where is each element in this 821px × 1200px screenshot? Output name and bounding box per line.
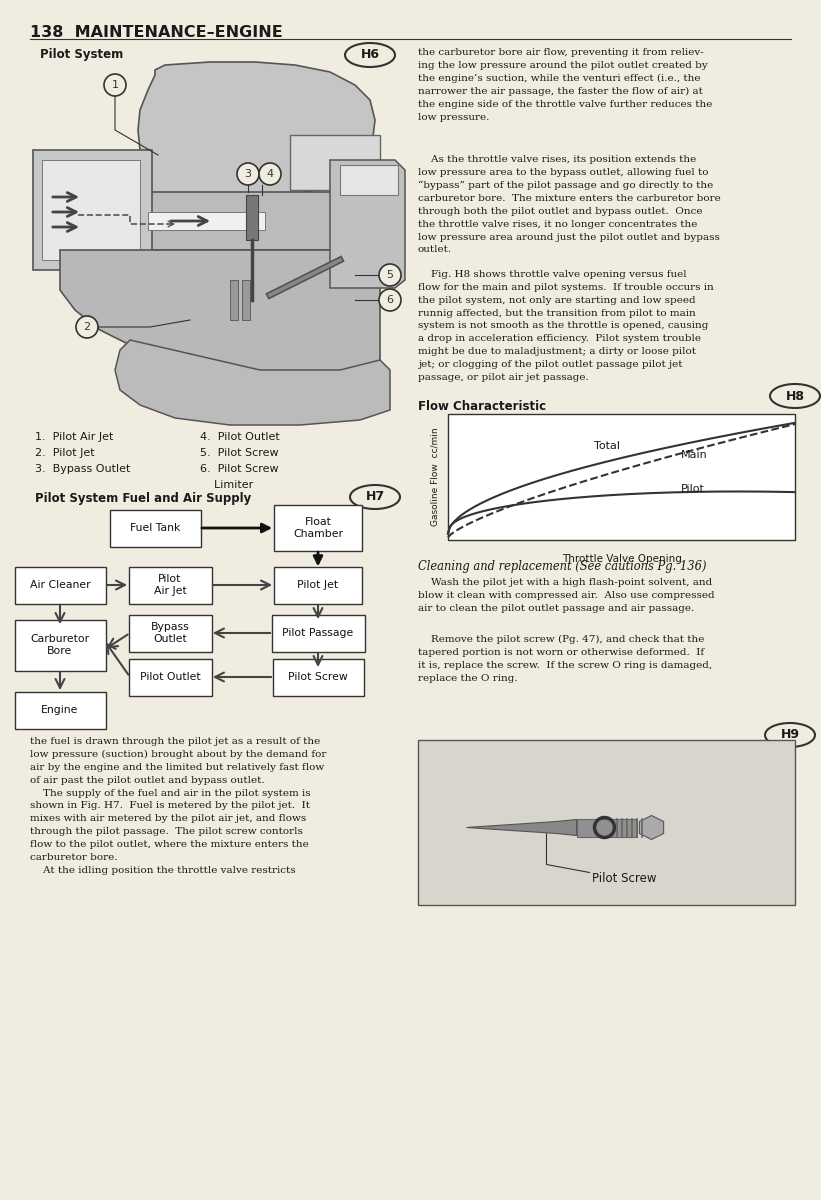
Text: Pilot
Air Jet: Pilot Air Jet	[154, 574, 186, 596]
Text: Pilot Outlet: Pilot Outlet	[140, 672, 200, 682]
Text: Total: Total	[594, 442, 620, 451]
Text: 138  MAINTENANCE–ENGINE: 138 MAINTENANCE–ENGINE	[30, 25, 282, 40]
FancyBboxPatch shape	[129, 659, 212, 696]
FancyBboxPatch shape	[230, 280, 238, 320]
Text: 4: 4	[267, 169, 273, 179]
Bar	[448, 414, 795, 540]
Text: Gasoline Flow  cc/min: Gasoline Flow cc/min	[431, 427, 440, 527]
Text: 4.  Pilot Outlet: 4. Pilot Outlet	[200, 432, 280, 442]
Text: Pilot Screw: Pilot Screw	[288, 672, 348, 682]
Text: Cleaning and replacement (See cautions Pg. 136): Cleaning and replacement (See cautions P…	[418, 560, 707, 572]
Text: Limiter: Limiter	[200, 480, 253, 490]
FancyBboxPatch shape	[109, 510, 200, 546]
Text: Main: Main	[681, 450, 707, 460]
Text: Wash the pilot jet with a high flash-point solvent, and
blow it clean with compr: Wash the pilot jet with a high flash-poi…	[418, 578, 714, 613]
Text: Remove the pilot screw (Pg. 47), and check that the
tapered portion is not worn : Remove the pilot screw (Pg. 47), and che…	[418, 635, 712, 683]
Circle shape	[104, 74, 126, 96]
FancyBboxPatch shape	[242, 280, 250, 320]
Circle shape	[259, 163, 281, 185]
FancyBboxPatch shape	[274, 505, 362, 551]
FancyBboxPatch shape	[273, 659, 364, 696]
Polygon shape	[640, 816, 663, 840]
Text: the carburetor bore air flow, preventing it from reliev-
ing the low pressure ar: the carburetor bore air flow, preventing…	[418, 48, 713, 121]
Text: Pilot System: Pilot System	[40, 48, 123, 61]
FancyBboxPatch shape	[340, 164, 398, 194]
Text: the fuel is drawn through the pilot jet as a result of the
low pressure (suction: the fuel is drawn through the pilot jet …	[30, 737, 327, 875]
Text: Pilot: Pilot	[681, 484, 704, 494]
FancyBboxPatch shape	[129, 566, 212, 604]
FancyBboxPatch shape	[15, 619, 106, 671]
Text: 1.  Pilot Air Jet: 1. Pilot Air Jet	[35, 432, 113, 442]
Text: 3.  Bypass Outlet: 3. Bypass Outlet	[35, 464, 131, 474]
Text: 2: 2	[84, 322, 90, 332]
Circle shape	[76, 316, 98, 338]
Polygon shape	[576, 818, 636, 836]
FancyBboxPatch shape	[15, 566, 106, 604]
Text: 6: 6	[387, 295, 393, 305]
Text: 1: 1	[112, 80, 118, 90]
Polygon shape	[246, 194, 258, 240]
Text: Carburetor
Bore: Carburetor Bore	[30, 634, 89, 656]
Text: Engine: Engine	[41, 704, 79, 715]
Polygon shape	[148, 212, 265, 230]
Text: 3: 3	[245, 169, 251, 179]
Text: Pilot Jet: Pilot Jet	[297, 580, 338, 590]
Text: Throttle Valve Opening: Throttle Valve Opening	[562, 554, 681, 564]
Polygon shape	[138, 62, 375, 245]
FancyBboxPatch shape	[272, 614, 365, 652]
FancyBboxPatch shape	[15, 691, 106, 728]
Text: H9: H9	[781, 728, 800, 742]
Text: Pilot Screw: Pilot Screw	[591, 872, 656, 886]
Text: Bypass
Outlet: Bypass Outlet	[150, 622, 190, 644]
Text: 2.  Pilot Jet: 2. Pilot Jet	[35, 448, 94, 458]
Text: 6.  Pilot Screw: 6. Pilot Screw	[200, 464, 278, 474]
Text: As the throttle valve rises, its position extends the
low pressure area to the b: As the throttle valve rises, its positio…	[418, 155, 721, 254]
Polygon shape	[115, 340, 390, 425]
Polygon shape	[466, 820, 576, 835]
Circle shape	[237, 163, 259, 185]
Polygon shape	[55, 192, 390, 250]
FancyBboxPatch shape	[129, 614, 212, 652]
FancyBboxPatch shape	[290, 134, 380, 190]
Polygon shape	[33, 150, 152, 270]
Text: Float
Chamber: Float Chamber	[293, 517, 343, 539]
Circle shape	[379, 289, 401, 311]
Text: 5: 5	[387, 270, 393, 280]
Circle shape	[379, 264, 401, 286]
Text: H7: H7	[365, 491, 384, 504]
Text: H6: H6	[360, 48, 379, 61]
Text: Pilot System Fuel and Air Supply: Pilot System Fuel and Air Supply	[35, 492, 251, 505]
Polygon shape	[330, 160, 405, 288]
Text: Air Cleaner: Air Cleaner	[30, 580, 90, 590]
Text: H8: H8	[786, 390, 805, 402]
Text: Flow Characteristic: Flow Characteristic	[418, 400, 546, 413]
Text: Fig. H8 shows throttle valve opening versus fuel
flow for the main and pilot sys: Fig. H8 shows throttle valve opening ver…	[418, 270, 713, 382]
Polygon shape	[60, 250, 380, 392]
FancyBboxPatch shape	[274, 566, 362, 604]
Polygon shape	[42, 160, 140, 260]
Text: 5.  Pilot Screw: 5. Pilot Screw	[200, 448, 278, 458]
Bar	[418, 740, 795, 905]
Text: Fuel Tank: Fuel Tank	[130, 523, 180, 533]
Text: Pilot Passage: Pilot Passage	[282, 628, 354, 638]
